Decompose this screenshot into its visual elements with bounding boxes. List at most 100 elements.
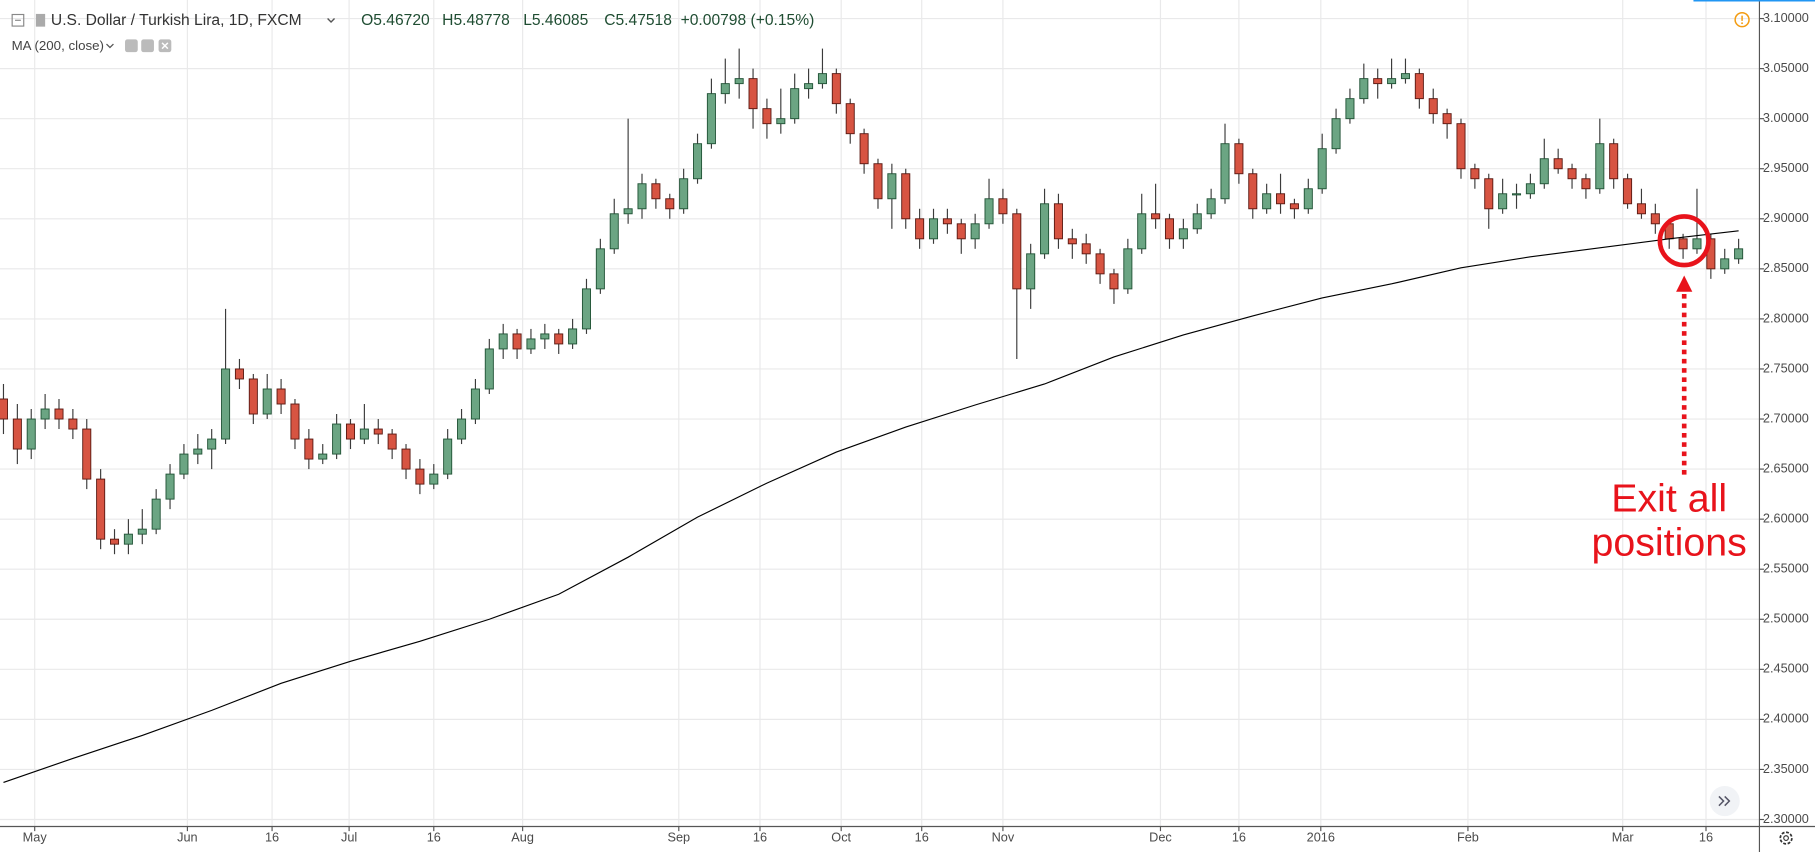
symbol-title[interactable]: U.S. Dollar / Turkish Lira, 1D, FXCM	[51, 12, 302, 29]
candle-body	[928, 218, 939, 240]
candle-body	[318, 453, 328, 460]
candle-body	[1428, 98, 1438, 115]
gear-center	[1783, 835, 1789, 841]
candle-body	[1206, 198, 1216, 215]
y-tick-label: 2.45000	[1763, 661, 1809, 676]
candle-body	[207, 438, 217, 450]
candle-body	[804, 83, 814, 90]
candle-body	[1498, 193, 1508, 210]
x-tick-label: 16	[427, 829, 441, 844]
candle-body	[1650, 213, 1660, 225]
candle-body	[1331, 118, 1341, 150]
candle-body	[998, 198, 1008, 215]
candle-body	[915, 218, 925, 240]
candle-body	[1040, 203, 1050, 255]
symbol-icon	[35, 13, 46, 27]
candle-body	[443, 438, 453, 475]
candle-body	[873, 163, 883, 200]
arrow-head	[1676, 275, 1693, 292]
candle-body	[0, 398, 8, 420]
candle-body	[457, 418, 467, 440]
symbol-dropdown[interactable]	[327, 18, 336, 24]
indicator-visibility[interactable]	[125, 39, 138, 53]
candle-body	[193, 448, 203, 455]
candle-body	[1539, 158, 1549, 185]
candle-body	[1234, 143, 1244, 175]
candle-body	[609, 213, 619, 250]
candle-body	[1262, 193, 1272, 210]
candle-body	[734, 78, 744, 85]
ohlc-high: H5.48778	[442, 12, 510, 29]
candle-body	[1734, 248, 1744, 260]
candle-body	[637, 183, 647, 210]
collapse-button[interactable]	[11, 13, 25, 27]
candle-body	[221, 368, 231, 440]
candle-body	[1595, 143, 1605, 190]
candle-body	[595, 248, 605, 290]
x-tick-label: Dec	[1149, 829, 1172, 844]
candle-body	[1373, 78, 1383, 85]
candle-body	[110, 538, 120, 545]
candle-body	[1553, 158, 1563, 170]
candle-body	[1067, 238, 1077, 245]
candle-body	[831, 73, 841, 105]
y-tick-label: 2.55000	[1763, 561, 1809, 576]
candle-body	[387, 433, 397, 450]
y-tick-label: 2.35000	[1763, 761, 1809, 776]
indicator-label[interactable]: MA (200, close)	[12, 38, 104, 53]
annotation-line: positions	[1592, 521, 1747, 565]
candle-body	[1123, 248, 1133, 290]
y-tick-label: 3.05000	[1763, 60, 1809, 75]
candle-body	[1081, 243, 1091, 255]
ohlc-close: C5.47518	[604, 12, 672, 29]
y-tick-label: 2.80000	[1763, 310, 1809, 325]
x-tick-label: Sep	[667, 829, 690, 844]
indicator-settings[interactable]	[141, 39, 154, 53]
candle-body	[720, 83, 730, 95]
candle-body	[54, 408, 64, 420]
axes: 2.30000 2.35000 2.40000 2.45000 2.50000 2.550…	[23, 10, 1809, 845]
settings-gear[interactable]	[1779, 831, 1793, 845]
x-tick-label: Feb	[1457, 829, 1479, 844]
x-tick-label: 16	[1699, 829, 1713, 844]
remove-icon	[161, 42, 169, 50]
candle-body	[1248, 173, 1258, 210]
candle-body	[123, 533, 133, 545]
candle-body	[1470, 168, 1480, 180]
candle-body	[401, 448, 411, 470]
candle-body	[817, 73, 827, 85]
candle-body	[1678, 238, 1688, 250]
candle-body	[234, 368, 244, 380]
candle-body	[1692, 238, 1702, 250]
candle-body	[526, 338, 536, 350]
candle-body	[1609, 143, 1619, 180]
candle-body	[332, 423, 342, 455]
candle-body	[762, 108, 772, 125]
candle-body	[26, 418, 36, 450]
candle-body	[1178, 228, 1188, 240]
y-tick-label: 2.60000	[1763, 511, 1809, 526]
x-tick-label: Oct	[831, 829, 851, 844]
candle-body	[429, 473, 439, 485]
candle-body	[498, 333, 508, 350]
candle-body	[679, 178, 689, 210]
candle-body	[415, 468, 425, 485]
candle-body	[1303, 188, 1313, 210]
x-tick-label: Jun	[177, 829, 198, 844]
scroll-icon	[1718, 795, 1731, 807]
x-tick-label: Jul	[341, 829, 357, 844]
x-tick-label: 16	[753, 829, 767, 844]
candle-body	[373, 428, 383, 435]
scroll-button[interactable]	[1709, 785, 1740, 817]
candle-body	[1317, 148, 1327, 190]
candle-body	[790, 88, 800, 120]
candle-body	[1720, 258, 1730, 270]
ohlc-change: +0.00798 (+0.15%)	[681, 12, 815, 29]
candle-body	[1525, 183, 1535, 195]
indicator-dropdown[interactable]	[106, 43, 114, 49]
candle-body	[1012, 213, 1022, 290]
candle-body	[12, 418, 22, 450]
y-tick-label: 2.90000	[1763, 210, 1809, 225]
candle-body	[665, 198, 675, 210]
alert-icon[interactable]	[1734, 12, 1750, 28]
